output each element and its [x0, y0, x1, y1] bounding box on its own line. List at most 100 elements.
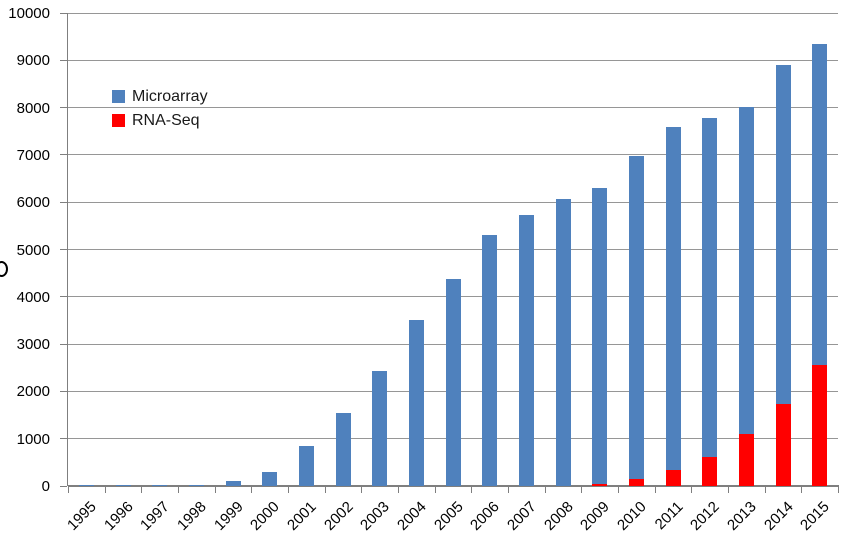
- legend-label-microarray: Microarray: [132, 88, 208, 105]
- y-axis-tick: [60, 12, 67, 14]
- x-axis-label-1999: 1999: [210, 498, 247, 534]
- bar-microarray-2006: [482, 234, 498, 486]
- x-axis-tick: [178, 487, 179, 493]
- x-axis-label-2002: 2002: [320, 498, 357, 534]
- x-axis-tick: [471, 487, 473, 493]
- x-axis-label-2003: 2003: [357, 498, 393, 534]
- x-axis-tick: [251, 487, 253, 493]
- y-axis-label-1000: 1000: [16, 430, 50, 448]
- bar-microarray-2012: [702, 117, 718, 457]
- y-axis-label-9000: 9000: [16, 52, 50, 70]
- y-axis-tick: [60, 201, 67, 203]
- gridline-9000: [68, 59, 838, 61]
- x-axis-label-2008: 2008: [540, 498, 577, 534]
- bar-rnaseq-2009: [592, 484, 608, 486]
- y-axis-label-5000: 5000: [16, 241, 50, 259]
- x-axis-label-2006: 2006: [467, 498, 503, 534]
- bar-rnaseq-2013: [738, 433, 754, 486]
- bar-microarray-2014: [775, 65, 791, 405]
- x-axis-tick: [361, 487, 363, 493]
- x-axis-label-1996: 1996: [100, 498, 137, 534]
- bar-rnaseq-2011: [665, 469, 681, 486]
- x-axis-label-2007: 2007: [504, 498, 540, 534]
- legend-item-rnaseq: RNA-Seq: [112, 111, 208, 130]
- x-axis-tick: [691, 487, 693, 493]
- bar-microarray-2005: [445, 278, 461, 486]
- y-axis-tick: [60, 390, 67, 392]
- bar-microarray-1996: [115, 484, 131, 486]
- bar-microarray-2003: [372, 371, 388, 486]
- bar-microarray-2009: [592, 188, 608, 485]
- y-axis-tick: [60, 296, 67, 298]
- x-axis-label-1997: 1997: [137, 498, 173, 534]
- bar-microarray-2007: [518, 214, 534, 486]
- bar-microarray-2011: [665, 126, 681, 470]
- bar-microarray-1998: [188, 484, 204, 486]
- bar-rnaseq-2014: [775, 404, 791, 486]
- x-axis-label-2005: 2005: [430, 498, 467, 534]
- x-axis-label-2012: 2012: [687, 498, 723, 534]
- x-axis-label-2011: 2011: [651, 498, 687, 534]
- y-axis-label-7000: 7000: [16, 146, 50, 164]
- x-axis-tick: [618, 487, 619, 493]
- x-axis-label-2015: 2015: [797, 498, 833, 534]
- gridline-10000: [68, 12, 838, 14]
- x-axis-line: [68, 485, 839, 487]
- x-axis-tick: [398, 487, 399, 493]
- y-axis-label-0: 0: [41, 478, 50, 495]
- bar-microarray-1997: [152, 484, 168, 486]
- x-axis-tick: [838, 487, 839, 493]
- bar-microarray-2008: [555, 199, 571, 486]
- gridline-5000: [68, 249, 838, 250]
- bar-microarray-2013: [738, 107, 754, 434]
- bar-microarray-2004: [408, 319, 424, 486]
- y-axis-tick: [60, 59, 67, 61]
- cropped-y-axis-title-fragment: [0, 261, 8, 277]
- x-axis-label-2004: 2004: [394, 498, 430, 534]
- x-axis-tick: [654, 487, 656, 493]
- legend-label-rnaseq: RNA-Seq: [132, 112, 200, 129]
- x-axis-label-2001: 2001: [284, 498, 320, 534]
- gridline-7000: [68, 154, 838, 156]
- legend-item-microarray: Microarray: [112, 87, 208, 106]
- rnaseq-swatch-icon: [112, 114, 125, 127]
- x-axis-tick: [288, 487, 289, 493]
- x-axis-label-2010: 2010: [614, 498, 650, 534]
- y-axis-tick: [60, 249, 67, 250]
- y-axis-label-6000: 6000: [16, 194, 50, 212]
- bar-microarray-2002: [335, 412, 351, 486]
- x-axis-label-2000: 2000: [247, 498, 283, 534]
- bar-microarray-1999: [225, 481, 241, 486]
- bar-rnaseq-2012: [702, 456, 718, 486]
- bar-microarray-2015: [812, 43, 828, 366]
- bar-microarray-1995: [78, 484, 94, 486]
- x-axis-tick: [434, 487, 436, 493]
- bar-microarray-2000: [262, 471, 278, 486]
- bar-rnaseq-2010: [628, 478, 644, 486]
- bar-microarray-2001: [298, 446, 314, 486]
- bar-rnaseq-2015: [812, 365, 828, 486]
- gridline-8000: [68, 107, 838, 109]
- bar-microarray-2010: [628, 156, 644, 479]
- x-axis-tick: [324, 487, 326, 493]
- x-axis-tick: [728, 487, 729, 493]
- x-axis-tick: [764, 487, 766, 493]
- y-axis-label-4000: 4000: [16, 288, 50, 306]
- y-axis-label-10000: 10000: [8, 5, 50, 22]
- x-axis-label-1998: 1998: [174, 498, 210, 534]
- y-axis-tick: [60, 343, 67, 345]
- x-axis-tick: [544, 487, 546, 493]
- y-axis-tick: [60, 438, 67, 440]
- x-axis-label-1995: 1995: [64, 498, 100, 534]
- x-axis-tick: [801, 487, 803, 493]
- x-axis-label-2009: 2009: [577, 498, 613, 534]
- microarray-swatch-icon: [112, 90, 125, 103]
- x-axis-label-2014: 2014: [760, 498, 797, 534]
- x-axis-tick: [141, 487, 143, 493]
- y-axis-label-3000: 3000: [16, 336, 50, 354]
- y-axis-label-8000: 8000: [16, 99, 50, 117]
- y-axis-tick: [60, 107, 67, 109]
- x-axis-label-2013: 2013: [724, 498, 760, 534]
- x-axis-tick: [104, 487, 106, 493]
- x-axis-tick: [68, 487, 69, 493]
